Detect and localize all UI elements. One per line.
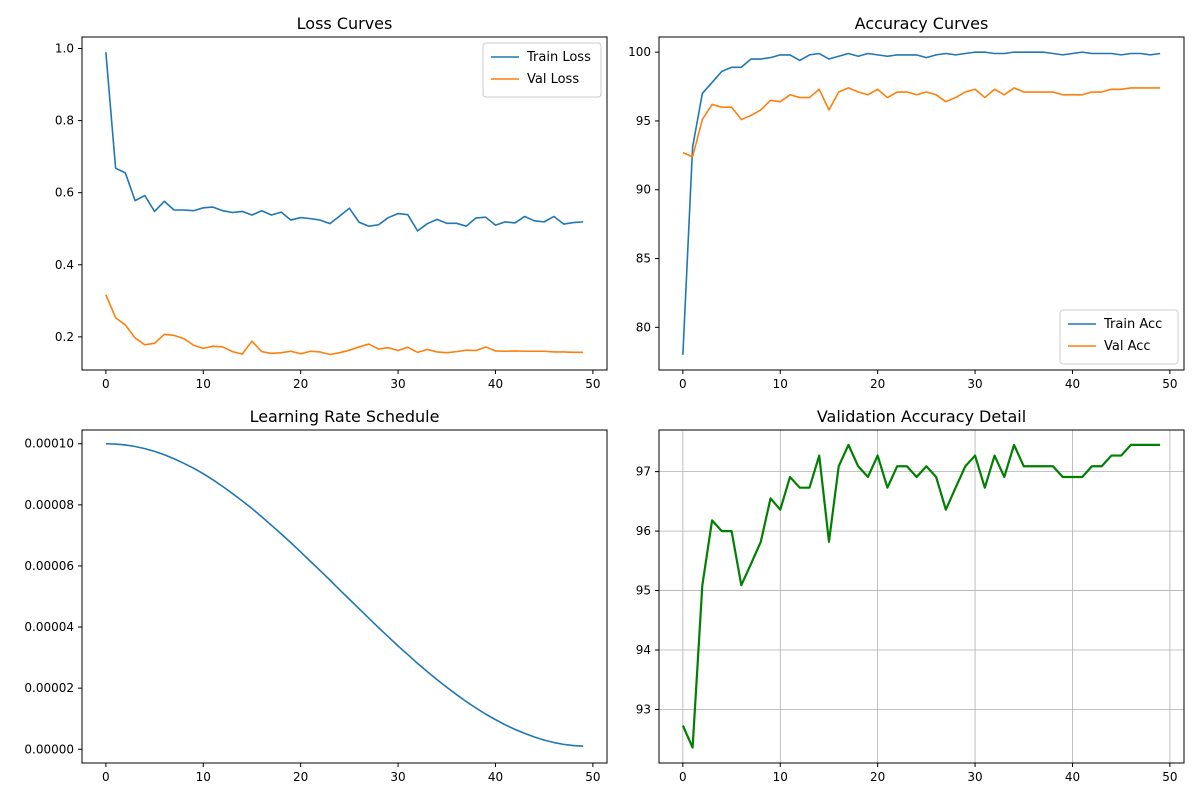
x-tick-label: 0 [102, 377, 110, 391]
y-tick-label: 90 [636, 183, 651, 197]
x-axis: 0 10 20 30 40 50 [102, 763, 601, 784]
x-tick-label: 10 [773, 377, 788, 391]
y-axis: 80 85 90 95 100 [628, 45, 659, 334]
x-tick-label: 30 [390, 377, 405, 391]
y-tick-label: 100 [628, 45, 651, 59]
chart-title: Loss Curves [297, 14, 393, 33]
panel-accuracy-curves: Accuracy Curves 0 10 20 30 40 50 80859095100 … [628, 14, 1185, 391]
x-axis: 0 10 20 30 40 50 [679, 370, 1178, 391]
legend-label: Train Acc [1103, 317, 1162, 332]
series-line-val-loss [105, 294, 584, 356]
series-line-train-loss [105, 52, 584, 232]
y-tick-label: 0.00008 [24, 498, 74, 512]
plot-frame [81, 429, 608, 764]
y-tick-label: 1.0 [55, 42, 74, 56]
x-tick-label: 10 [773, 770, 788, 784]
y-tick-label: 95 [636, 584, 651, 598]
x-tick-label: 20 [870, 770, 885, 784]
y-tick-label: 94 [636, 643, 651, 657]
y-tick-label: 97 [636, 465, 651, 479]
gridlines [659, 430, 1184, 763]
panel-loss-curves: Loss Curves 0 10 20 30 40 50 0.20.40.60.81.0 … [55, 14, 608, 391]
x-tick-label: 50 [585, 770, 600, 784]
y-tick-label: 0.00006 [24, 559, 74, 573]
series-group [105, 52, 584, 356]
y-tick-label: 0.6 [55, 186, 74, 200]
plot-frame [81, 36, 608, 371]
x-tick-label: 10 [196, 377, 211, 391]
y-tick-label: 93 [636, 702, 651, 716]
x-tick-label: 30 [390, 770, 405, 784]
x-tick-label: 10 [196, 770, 211, 784]
y-tick-label: 0.00002 [24, 681, 74, 695]
x-axis: 0 10 20 30 40 50 [102, 370, 601, 391]
plot-frame [658, 429, 1185, 764]
chart-title: Learning Rate Schedule [250, 407, 440, 426]
series-line-0 [105, 442, 584, 747]
series-group [105, 442, 584, 747]
series-line-train-acc [682, 51, 1161, 355]
x-tick-label: 50 [585, 377, 600, 391]
series-group [681, 443, 1161, 749]
x-tick-label: 20 [293, 770, 308, 784]
y-tick-label: 80 [636, 320, 651, 334]
x-tick-label: 0 [679, 377, 687, 391]
y-axis: 0.00000 0.00002 0.00004 0.00006 0.00008 0.000… [24, 437, 82, 756]
y-tick-label: 0.2 [55, 330, 74, 344]
legend-label: Train Loss [526, 50, 591, 65]
y-tick-label: 0.00010 [24, 437, 74, 451]
y-tick-label: 85 [636, 252, 651, 266]
y-tick-label: 0.00000 [24, 742, 74, 756]
x-tick-label: 0 [679, 770, 687, 784]
y-axis: 93 94 95 96 97 [636, 465, 659, 716]
x-tick-label: 40 [488, 770, 503, 784]
series-line-0 [681, 443, 1161, 749]
chart-title: Accuracy Curves [855, 14, 989, 33]
legend-label: Val Acc [1104, 339, 1151, 354]
y-tick-label: 95 [636, 114, 651, 128]
x-tick-label: 50 [1162, 377, 1177, 391]
y-tick-label: 0.8 [55, 114, 74, 128]
x-tick-label: 20 [293, 377, 308, 391]
x-tick-label: 30 [967, 770, 982, 784]
panel-validation-accuracy-detail: Validation Accuracy Detail 0 10 20 30 40 50 9… [636, 407, 1185, 784]
plot-frame [658, 36, 1185, 371]
legend-label: Val Loss [527, 72, 579, 87]
x-tick-label: 40 [488, 377, 503, 391]
x-tick-label: 30 [967, 377, 982, 391]
series-line-val-acc [682, 87, 1161, 158]
panel-learning-rate-schedule: Learning Rate Schedule 0 10 20 30 40 50 0.000… [24, 407, 608, 784]
x-tick-label: 40 [1065, 770, 1080, 784]
y-axis: 0.2 0.4 0.6 0.8 1.0 [55, 42, 82, 344]
series-group [682, 51, 1161, 355]
legend: Train Acc Val Acc [1059, 309, 1179, 365]
legend: Train Loss Val Loss [482, 42, 602, 98]
chart-title: Validation Accuracy Detail [817, 407, 1026, 426]
x-axis: 0 10 20 30 40 50 [679, 763, 1178, 784]
x-tick-label: 20 [870, 377, 885, 391]
x-tick-label: 40 [1065, 377, 1080, 391]
y-tick-label: 0.00004 [24, 620, 74, 634]
x-tick-label: 50 [1162, 770, 1177, 784]
y-tick-label: 0.4 [55, 258, 74, 272]
y-tick-label: 96 [636, 524, 651, 538]
x-tick-label: 0 [102, 770, 110, 784]
